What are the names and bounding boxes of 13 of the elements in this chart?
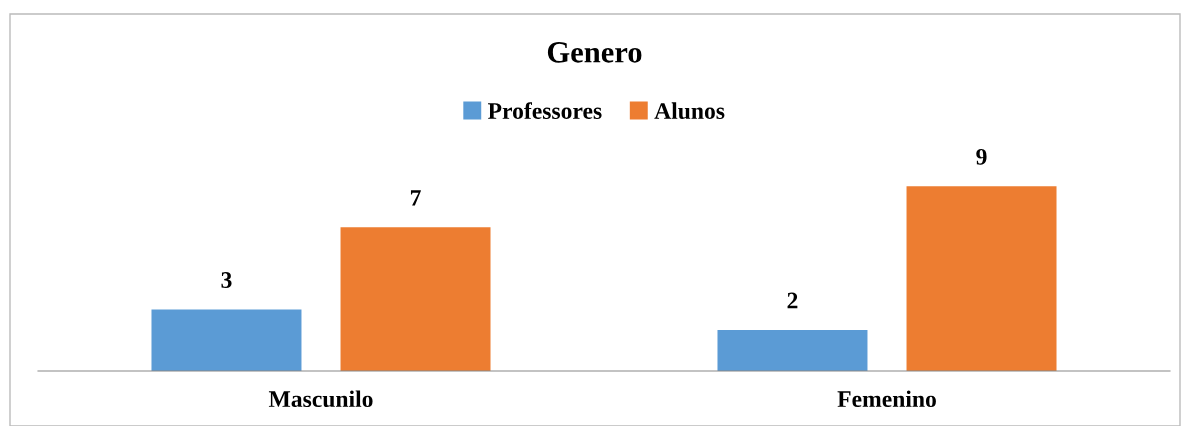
x-tick-label: Femenino	[837, 390, 936, 408]
data-label: 9	[976, 148, 987, 165]
legend-label: Alunos	[654, 102, 725, 120]
x-tick-label: Mascunilo	[268, 390, 373, 408]
bar	[717, 329, 868, 371]
bar	[906, 186, 1057, 371]
bar	[151, 309, 302, 371]
legend-label: Professores	[488, 102, 602, 119]
data-label: 2	[787, 292, 798, 309]
data-label: 3	[221, 272, 232, 288]
data-label: 7	[410, 190, 421, 206]
chart-title: Genero	[547, 42, 642, 63]
bar	[340, 227, 491, 371]
